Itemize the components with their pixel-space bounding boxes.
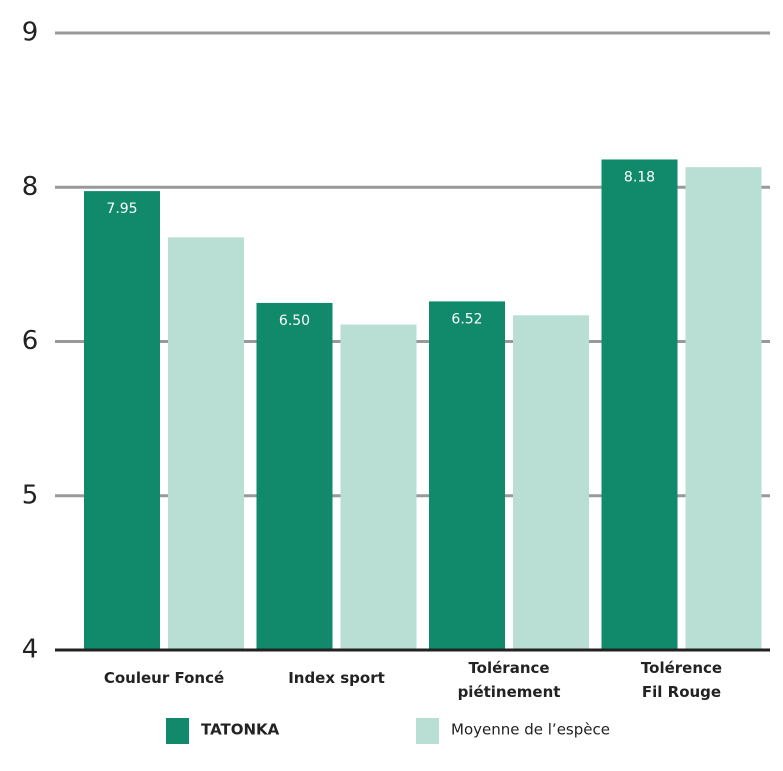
bar xyxy=(256,302,333,649)
x-tick-label: Tolérence Fil Rouge xyxy=(641,659,722,701)
x-tick-label: Index sport xyxy=(288,669,385,687)
x-tick-label: Tolérance piétinement xyxy=(458,659,561,701)
legend-label: TATONKA xyxy=(201,721,280,739)
x-tick-line: Tolérence xyxy=(641,659,722,677)
bar xyxy=(168,237,244,649)
bar xyxy=(429,301,505,649)
data-label: 7.95 xyxy=(106,201,137,217)
y-tick-label: 6 xyxy=(22,326,39,356)
bar xyxy=(685,167,762,649)
x-tick-line: Index sport xyxy=(288,669,385,687)
bar xyxy=(601,159,678,649)
bar xyxy=(84,191,160,649)
bar xyxy=(513,315,589,649)
x-tick-line: Couleur Foncé xyxy=(104,669,224,687)
y-tick-label: 5 xyxy=(22,480,39,510)
x-tick-label: Couleur Foncé xyxy=(104,669,224,687)
data-label: 8.18 xyxy=(624,169,655,185)
y-tick-label: 4 xyxy=(22,635,39,665)
x-tick-line: Fil Rouge xyxy=(642,683,721,701)
y-tick-label: 8 xyxy=(22,172,39,202)
legend-swatch xyxy=(166,718,189,744)
x-tick-line: Tolérance xyxy=(468,659,549,677)
data-label: 6.52 xyxy=(451,311,482,327)
y-tick-label: 9 xyxy=(22,18,39,48)
legend-label: Moyenne de l’espèce xyxy=(451,721,610,739)
bar xyxy=(340,324,417,649)
data-label: 6.50 xyxy=(279,313,310,329)
legend-swatch xyxy=(416,718,439,744)
x-tick-line: piétinement xyxy=(458,683,561,701)
